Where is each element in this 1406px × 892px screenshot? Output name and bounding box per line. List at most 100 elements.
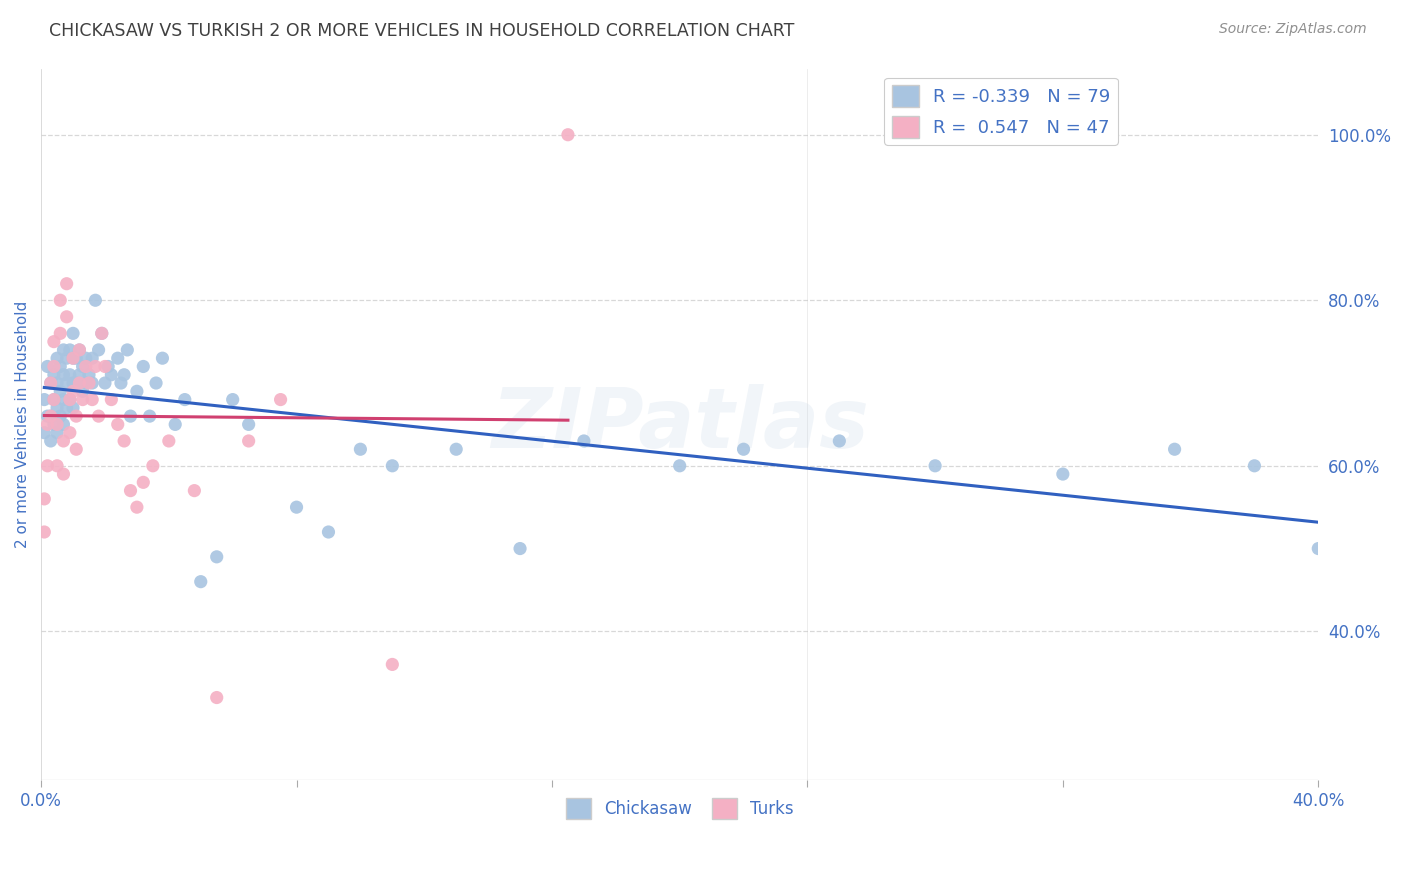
Point [142, 458, 165, 473]
Point [52, 343, 75, 357]
Point [34, 425, 56, 440]
Point [238, 434, 260, 448]
Point [1052, 467, 1074, 481]
Point [59, 392, 82, 407]
Point [349, 442, 371, 457]
Point [120, 483, 142, 498]
Point [59, 392, 82, 407]
Point [62, 351, 84, 366]
Point [120, 409, 142, 424]
Point [100, 392, 122, 407]
Point [67, 343, 90, 357]
Point [381, 657, 404, 672]
Point [34, 392, 56, 407]
Point [132, 359, 155, 374]
Point [67, 376, 90, 390]
Point [90, 326, 112, 341]
Point [107, 351, 129, 366]
Point [509, 541, 531, 556]
Point [67, 368, 90, 382]
Y-axis label: 2 or more Vehicles in Household: 2 or more Vehicles in Household [15, 301, 30, 548]
Point [46, 417, 69, 432]
Point [87, 409, 110, 424]
Point [49, 409, 72, 424]
Point [34, 491, 56, 506]
Point [87, 343, 110, 357]
Point [117, 343, 139, 357]
Point [572, 434, 595, 448]
Point [67, 343, 90, 357]
Point [42, 417, 65, 432]
Point [1163, 442, 1185, 457]
Point [828, 434, 851, 448]
Point [82, 376, 104, 390]
Point [84, 293, 107, 308]
Point [138, 409, 160, 424]
Point [110, 376, 132, 390]
Point [62, 384, 84, 399]
Point [42, 368, 65, 382]
Point [55, 401, 77, 415]
Point [34, 524, 56, 539]
Point [52, 467, 75, 481]
Point [55, 376, 77, 390]
Point [59, 368, 82, 382]
Point [39, 409, 62, 424]
Point [1243, 458, 1265, 473]
Point [77, 368, 100, 382]
Point [46, 401, 69, 415]
Point [62, 376, 84, 390]
Point [190, 574, 212, 589]
Text: Source: ZipAtlas.com: Source: ZipAtlas.com [1219, 22, 1367, 37]
Point [94, 359, 117, 374]
Point [42, 359, 65, 374]
Point [59, 343, 82, 357]
Point [72, 359, 94, 374]
Point [557, 128, 579, 142]
Point [59, 425, 82, 440]
Point [1308, 541, 1330, 556]
Point [52, 368, 75, 382]
Point [39, 376, 62, 390]
Point [381, 458, 404, 473]
Point [62, 351, 84, 366]
Point [165, 417, 187, 432]
Point [125, 500, 148, 515]
Point [77, 376, 100, 390]
Point [65, 351, 87, 366]
Point [112, 368, 135, 382]
Point [183, 483, 205, 498]
Point [285, 500, 308, 515]
Point [46, 425, 69, 440]
Point [65, 442, 87, 457]
Point [37, 458, 59, 473]
Point [221, 392, 243, 407]
Point [82, 351, 104, 366]
Point [205, 549, 228, 564]
Point [39, 434, 62, 448]
Point [125, 384, 148, 399]
Point [42, 334, 65, 349]
Point [72, 384, 94, 399]
Point [90, 326, 112, 341]
Point [75, 359, 97, 374]
Point [37, 417, 59, 432]
Point [318, 524, 340, 539]
Point [55, 310, 77, 324]
Point [82, 392, 104, 407]
Point [444, 442, 467, 457]
Point [270, 392, 292, 407]
Point [132, 475, 155, 490]
Point [72, 392, 94, 407]
Point [39, 376, 62, 390]
Point [238, 417, 260, 432]
Text: ZIPatlas: ZIPatlas [491, 384, 869, 465]
Point [205, 690, 228, 705]
Point [49, 293, 72, 308]
Point [97, 359, 120, 374]
Point [75, 351, 97, 366]
Point [39, 409, 62, 424]
Point [46, 458, 69, 473]
Point [62, 326, 84, 341]
Point [65, 409, 87, 424]
